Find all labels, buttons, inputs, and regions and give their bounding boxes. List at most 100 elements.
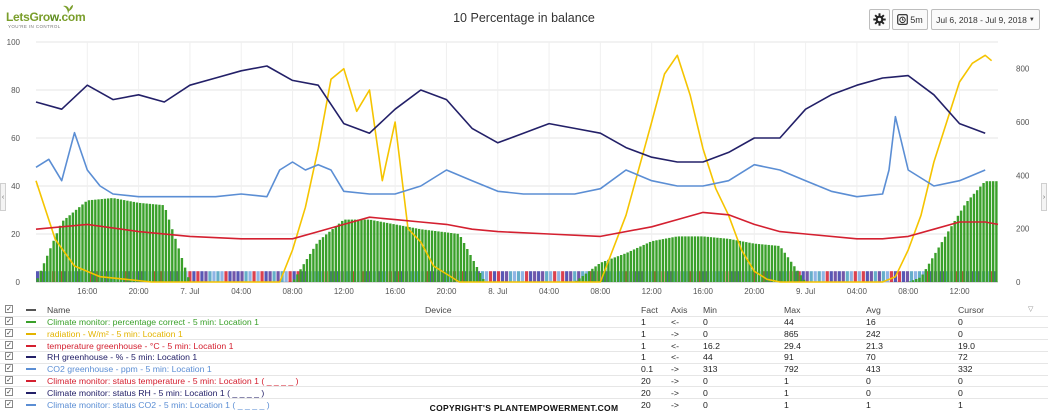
data-column <box>55 233 59 282</box>
status-bar <box>332 271 336 282</box>
letsgrow-logo[interactable]: LetsGrow.com YOU'RE IN CONTROL <box>6 4 86 34</box>
status-bar <box>236 271 240 282</box>
legend-cell-name: radiation - W/m² - 5 min: Location 1 <box>47 328 183 339</box>
series-visibility-checkbox[interactable]: ✓ <box>5 376 13 384</box>
col-min-header[interactable]: Min <box>703 305 717 315</box>
series-visibility-checkbox[interactable]: ✓ <box>5 328 13 337</box>
series-visibility-checkbox[interactable]: ✓ <box>5 364 13 373</box>
select-all-checkbox[interactable]: ✓ <box>5 305 13 313</box>
legend-row[interactable]: ✓ Climate monitor: percentage correct - 5… <box>0 317 1048 327</box>
data-column <box>751 243 754 282</box>
legend-row[interactable]: ✓ Climate monitor: status RH - 5 min: Loc… <box>0 387 1048 398</box>
data-column <box>328 231 331 282</box>
legend-row[interactable]: ✓ CO2 greenhouse - ppm - 5 min: Location … <box>0 364 1048 374</box>
status-bar <box>517 271 521 282</box>
status-bar <box>521 271 525 282</box>
status-bar <box>537 271 541 282</box>
col-avg-header[interactable]: Avg <box>866 305 881 315</box>
settings-button[interactable] <box>869 9 890 30</box>
status-bar <box>244 271 248 282</box>
legend-row[interactable]: ✓ Climate monitor: status CO2 - 5 min: Lo… <box>0 399 1048 410</box>
col-max-header[interactable]: Max <box>784 305 801 315</box>
row-separator <box>0 398 1048 400</box>
status-bar <box>917 271 922 282</box>
data-column <box>318 239 321 282</box>
legend-cell-cursor: 0 <box>958 376 963 386</box>
data-column <box>587 271 591 282</box>
data-column <box>142 203 145 282</box>
legend-cell-fact: 1 <box>641 317 646 327</box>
status-bar <box>569 271 573 282</box>
col-device-header[interactable]: Device <box>425 305 452 315</box>
interval-button[interactable]: 5m <box>892 9 928 30</box>
data-column <box>296 274 299 282</box>
status-bar <box>557 271 561 282</box>
status-bar <box>565 271 569 282</box>
x-tick-label: 08:00 <box>283 287 304 296</box>
data-column <box>937 247 940 282</box>
series-visibility-checkbox[interactable]: ✓ <box>5 340 13 349</box>
status-bar <box>573 271 577 282</box>
legend-cell-cursor: 0 <box>958 328 963 339</box>
status-bar <box>653 271 657 282</box>
x-tick-label: 12:00 <box>950 287 971 296</box>
series-visibility-checkbox[interactable]: ✓ <box>5 399 13 408</box>
col-fact-header[interactable]: Fact <box>641 305 658 315</box>
status-bar <box>529 271 533 282</box>
status-bar <box>897 271 901 282</box>
series-visibility-checkbox[interactable]: ✓ <box>5 352 13 361</box>
status-bar <box>228 271 232 282</box>
status-bar <box>292 271 296 282</box>
data-column <box>360 219 363 282</box>
data-column <box>446 232 450 282</box>
chart-area[interactable]: 0 20 40 60 80 100 0 200 400 600 800 16:00 20:00 7. Ju… <box>0 36 1048 302</box>
data-column <box>777 245 780 282</box>
data-column <box>924 269 928 282</box>
data-column <box>116 198 119 282</box>
legend-row[interactable]: ✓ radiation - W/m² - 5 min: Location 1 1 ->… <box>0 328 1048 339</box>
data-column <box>578 278 581 282</box>
col-name-header[interactable]: Name <box>47 305 71 315</box>
legend-row[interactable]: ✓ RH greenhouse - % - 5 min: Location 1 1 <… <box>0 352 1048 362</box>
data-column <box>308 253 312 282</box>
data-column <box>597 264 600 282</box>
column-menu-icon[interactable]: ▽ <box>1028 306 1034 313</box>
data-column <box>600 262 604 282</box>
legend-row[interactable]: ✓ temperature greenhouse - °C - 5 min: Lo… <box>0 340 1048 351</box>
scroll-left-button[interactable]: ‹ <box>0 183 6 211</box>
data-column <box>472 261 475 282</box>
data-column <box>658 239 661 282</box>
data-column <box>42 263 46 282</box>
series-visibility-checkbox[interactable]: ✓ <box>5 317 13 325</box>
status-bar <box>561 271 565 282</box>
scroll-right-button[interactable]: › <box>1041 183 1047 211</box>
status-bar <box>925 271 930 282</box>
data-column <box>110 198 113 282</box>
data-column <box>696 236 700 282</box>
date-range-picker[interactable]: Jul 6, 2018 - Jul 9, 2018 ▼ <box>931 9 1040 30</box>
legend-cell-cursor: 19.0 <box>958 340 975 351</box>
status-bar <box>248 271 252 282</box>
data-column <box>706 236 709 282</box>
data-column <box>915 279 918 282</box>
series-visibility-checkbox[interactable]: ✓ <box>5 387 13 396</box>
data-column <box>453 233 456 282</box>
data-column <box>379 221 382 282</box>
legend-cell-max: 1 <box>784 399 789 410</box>
col-axis-header[interactable]: Axis <box>671 305 688 315</box>
data-column <box>713 237 716 282</box>
status-bar <box>256 271 260 282</box>
data-column <box>385 222 389 282</box>
data-column <box>183 267 187 282</box>
status-bar <box>264 271 268 282</box>
status-bar <box>276 271 280 282</box>
data-column <box>963 205 966 282</box>
legend-row[interactable]: ✓ Climate monitor: status temperature - 5… <box>0 376 1048 386</box>
data-column <box>414 228 418 282</box>
data-column <box>478 273 482 282</box>
col-cursor-header[interactable]: Cursor <box>958 305 985 315</box>
data-column <box>408 227 411 282</box>
row-separator <box>0 374 1048 376</box>
status-bar <box>941 271 946 282</box>
data-column <box>754 243 758 282</box>
